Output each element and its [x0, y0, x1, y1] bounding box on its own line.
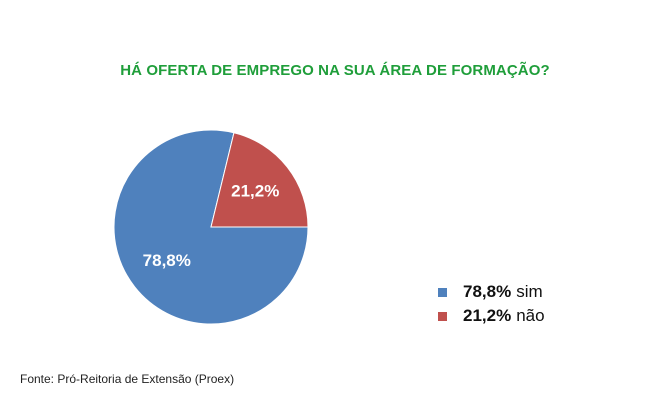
legend-item-sim: 78,8% sim — [438, 280, 545, 304]
legend-label-sim: sim — [516, 282, 543, 301]
chart-title: HÁ OFERTA DE EMPREGO NA SUA ÁREA DE FORM… — [120, 62, 550, 79]
legend-value-nao: 21,2% — [463, 306, 512, 325]
pie-slice-sim — [113, 129, 309, 325]
legend-item-nao: 21,2% não — [438, 304, 545, 328]
legend-swatch-nao — [438, 311, 447, 321]
legend-label-nao: não — [516, 306, 545, 325]
source-note: Fonte: Pró-Reitoria de Extensão (Proex) — [20, 372, 235, 386]
pie-slices — [113, 129, 309, 325]
legend-swatch-sim — [438, 287, 447, 297]
pie-label-sim: 78,8% — [143, 251, 191, 270]
legend-value-sim: 78,8% — [463, 282, 512, 301]
pie-data-labels: 78,8% 21,2% — [143, 182, 280, 271]
pie-slice-nao — [210, 132, 309, 228]
pie-label-nao: 21,2% — [231, 182, 279, 201]
legend: 78,8% sim 21,2% não — [438, 280, 545, 328]
